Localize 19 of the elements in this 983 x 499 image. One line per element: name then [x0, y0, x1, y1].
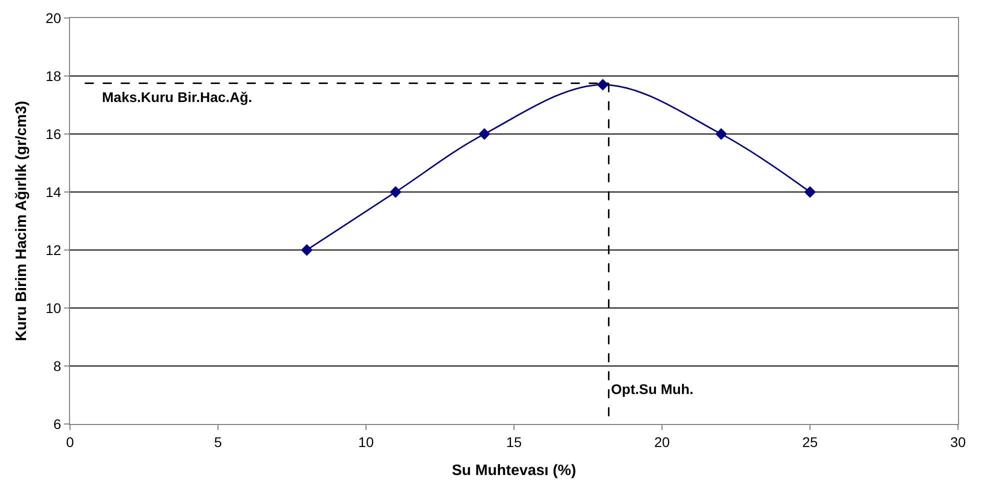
y-tick-label: 16: [46, 126, 62, 142]
x-tick-label: 15: [506, 434, 522, 450]
y-axis-title: Kuru Birim Hacim Ağırlık (gr/cm3): [12, 100, 30, 342]
y-tick-label: 10: [46, 300, 62, 316]
x-tick-label: 0: [66, 434, 74, 450]
x-tick-label: 30: [950, 434, 966, 450]
x-tick-label: 20: [654, 434, 670, 450]
x-tick-label: 25: [802, 434, 818, 450]
y-tick-label: 14: [46, 184, 62, 200]
y-tick-label: 12: [46, 242, 62, 258]
x-axis-title: Su Muhtevası (%): [452, 462, 576, 479]
annotation: Maks.Kuru Bir.Hac.Ağ.: [102, 89, 252, 105]
x-tick-label: 5: [214, 434, 222, 450]
y-tick-label: 8: [53, 358, 62, 374]
y-tick-label: 20: [46, 10, 62, 26]
y-tick-label: 6: [53, 416, 62, 432]
annotation: Opt.Su Muh.: [611, 381, 694, 397]
x-tick-label: 10: [358, 434, 374, 450]
y-tick-label: 18: [46, 68, 62, 84]
